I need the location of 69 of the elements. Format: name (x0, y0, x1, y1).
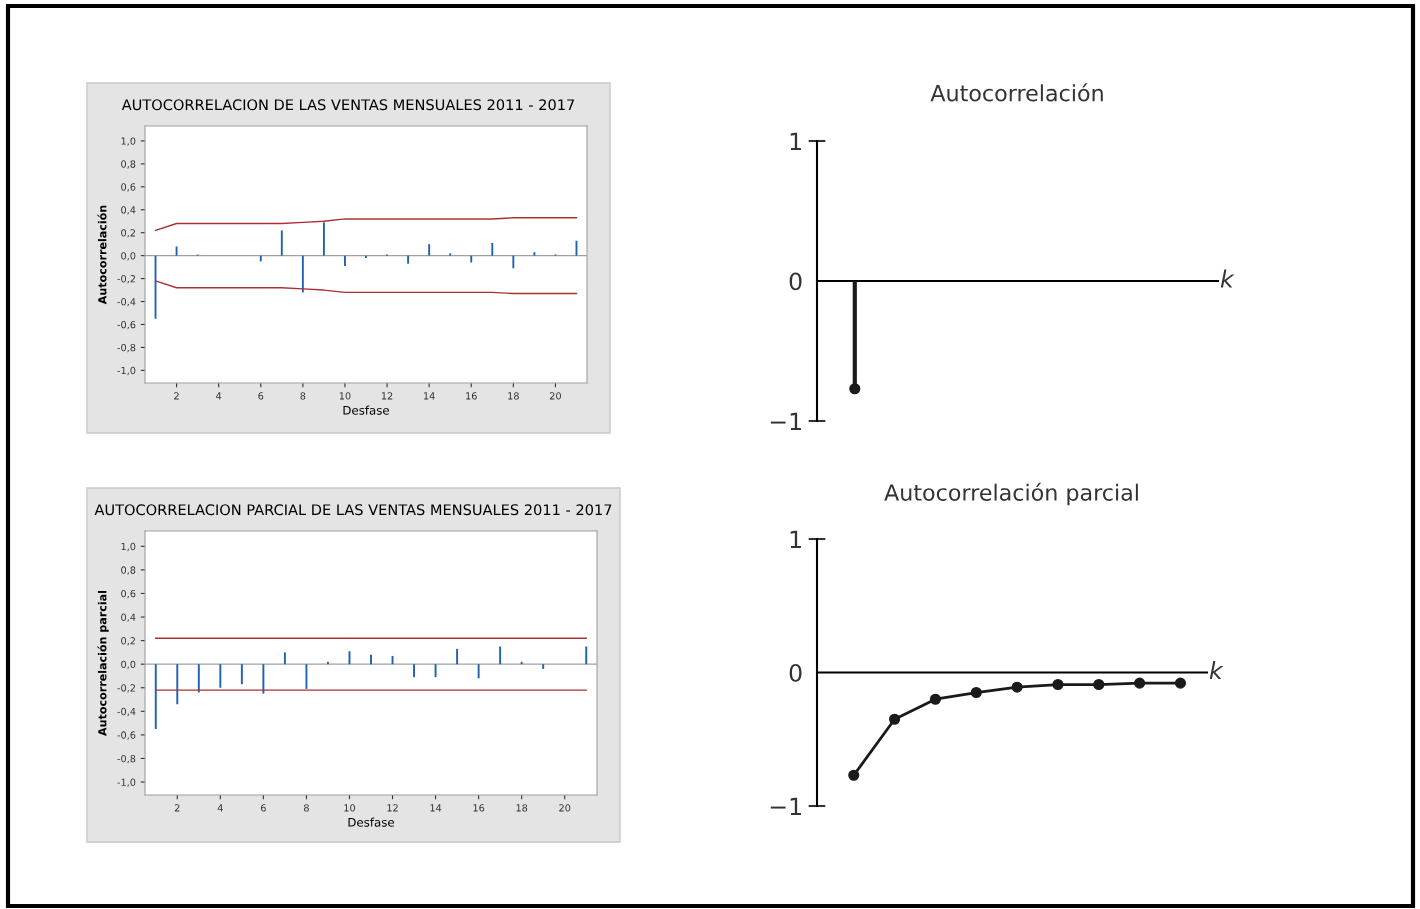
y-tick-label: 0,4 (121, 206, 136, 215)
line-series (154, 280, 578, 295)
y-tick-label: 0,0 (121, 660, 136, 669)
point (1174, 677, 1187, 689)
x-tick-label: 14 (430, 804, 442, 812)
y-tick-label: 0 (789, 272, 802, 291)
point (848, 769, 860, 781)
x-tick-label: 16 (466, 392, 477, 400)
x-axis-title: k (1220, 269, 1235, 288)
y-tick-label: -0,4 (117, 298, 136, 307)
y-tick-label: -0,6 (117, 731, 136, 740)
y-tick-label: 0,0 (121, 252, 136, 261)
y-tick-label: 0 (789, 663, 802, 682)
y-tick-label: 0,8 (121, 566, 136, 575)
point (970, 686, 982, 699)
x-tick-label: 18 (508, 392, 519, 400)
chart-title: AUTOCORRELACION PARCIAL DE LAS VENTAS MENSUALES 2011 - 2017 (94, 504, 612, 516)
y-tick-label: 1 (790, 132, 801, 150)
x-tick-label: 12 (387, 804, 398, 812)
y-axis-title: Autocorrelación (97, 205, 107, 305)
x-tick-label: 6 (258, 392, 264, 400)
point (1134, 677, 1146, 689)
x-tick-label: 4 (216, 392, 222, 400)
line-series (154, 217, 578, 232)
chart-title: AUTOCORRELACION DE LAS VENTAS MENSUALES 2011 - 2017 (121, 99, 575, 111)
point (929, 693, 941, 705)
y-tick-label: -0,8 (117, 343, 136, 353)
x-tick-label: 12 (381, 392, 393, 400)
chart-title: Autocorrelación parcial (884, 482, 1138, 506)
x-axis-title: Desfase (348, 817, 395, 827)
point (1011, 681, 1023, 693)
y-tick-label: −1 (770, 412, 801, 430)
y-tick-label: 0,2 (121, 637, 135, 646)
y-tick-label: 1,0 (121, 542, 136, 552)
y-tick-label: -0,4 (117, 707, 136, 717)
x-tick-label: 2 (174, 392, 179, 400)
x-axis-title: Desfase (343, 405, 390, 415)
x-tick-label: 16 (473, 804, 485, 812)
y-tick-label: 0,4 (121, 613, 136, 622)
x-axis-title: k (1209, 661, 1224, 680)
x-tick-label: 18 (516, 804, 528, 812)
point (1093, 678, 1105, 691)
y-tick-label: 0,8 (121, 160, 136, 169)
x-tick-label: 10 (339, 392, 351, 400)
y-tick-label: -1,0 (117, 778, 136, 787)
x-tick-label: 20 (549, 392, 561, 400)
point (889, 713, 901, 725)
x-tick-label: 20 (559, 804, 571, 812)
x-tick-label: 4 (217, 804, 223, 812)
x-tick-label: 14 (424, 392, 435, 400)
y-tick-label: 1,0 (121, 137, 136, 146)
y-tick-label: -0,8 (117, 754, 136, 764)
y-axis-title: Autocorrelación parcial (97, 590, 109, 736)
x-tick-label: 2 (174, 804, 180, 812)
y-tick-label: -0,2 (117, 275, 135, 284)
x-tick-label: 10 (344, 804, 356, 812)
x-tick-label: 8 (303, 804, 309, 812)
y-tick-label: -0,6 (117, 320, 136, 330)
y-tick-label: 0,6 (121, 589, 136, 599)
y-tick-label: 1 (790, 530, 801, 548)
y-tick-label: -0,2 (117, 684, 135, 693)
y-tick-label: 0,2 (121, 229, 135, 238)
y-tick-label: 0,6 (121, 183, 136, 192)
chart-title: Autocorrelación (930, 83, 1103, 102)
x-tick-label: 6 (260, 804, 266, 812)
x-tick-label: 8 (300, 392, 306, 400)
y-tick-label: -1,0 (117, 366, 136, 376)
y-tick-label: −1 (770, 797, 801, 815)
point (1052, 678, 1064, 691)
